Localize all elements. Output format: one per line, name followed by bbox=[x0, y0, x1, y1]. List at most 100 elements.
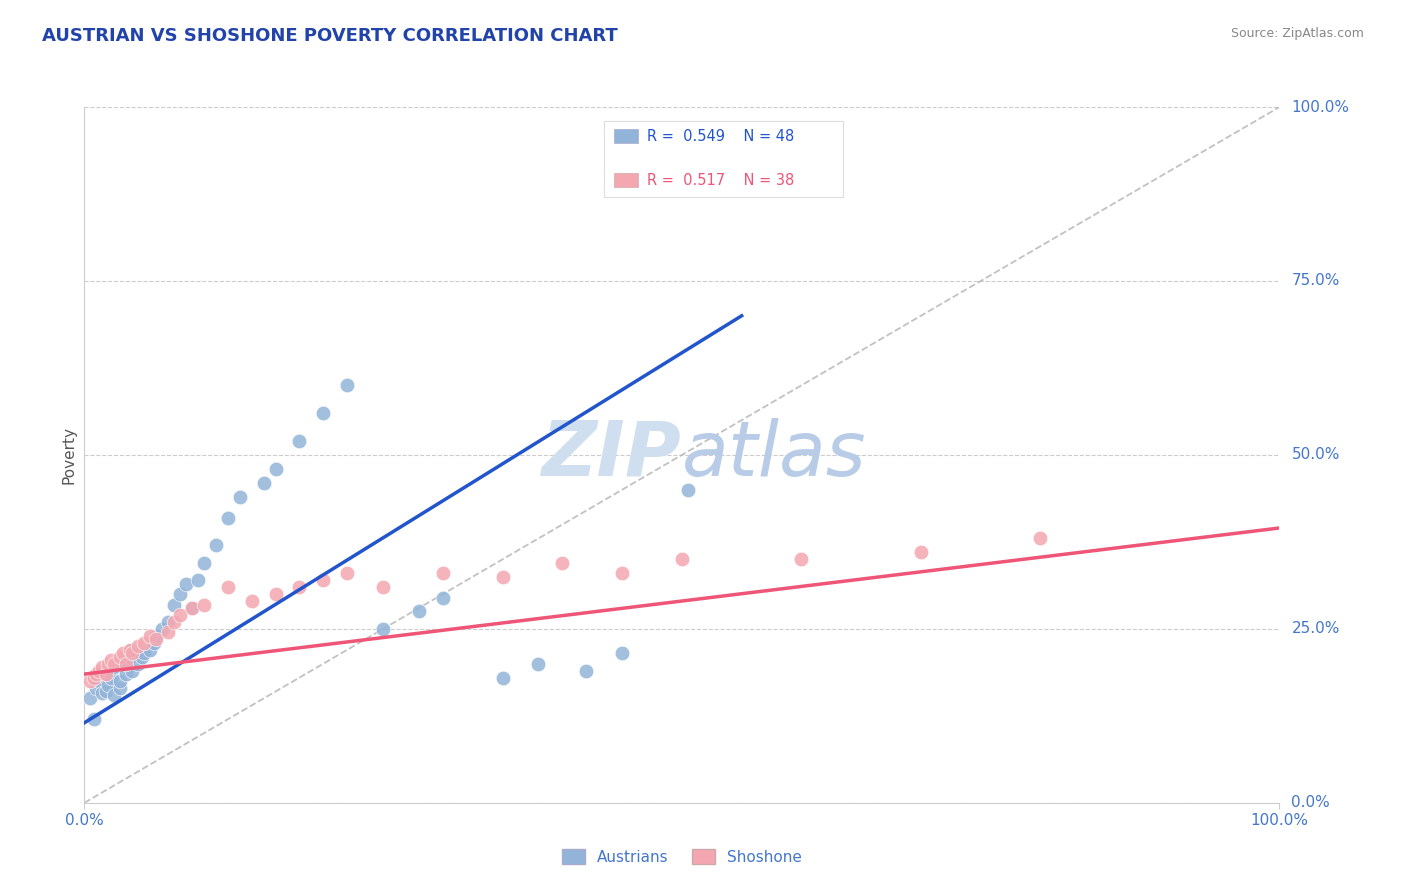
Point bbox=[97, 677, 120, 691]
Text: R =  0.549    N = 48: R = 0.549 N = 48 bbox=[647, 128, 794, 144]
FancyBboxPatch shape bbox=[614, 129, 638, 144]
Point bbox=[121, 646, 143, 660]
Point bbox=[676, 483, 699, 497]
Y-axis label: Poverty: Poverty bbox=[60, 425, 76, 484]
Point bbox=[174, 576, 197, 591]
Point bbox=[180, 601, 202, 615]
Point bbox=[103, 660, 125, 674]
Point bbox=[408, 605, 430, 619]
Point bbox=[790, 552, 813, 566]
Point bbox=[94, 684, 117, 698]
Point bbox=[264, 587, 287, 601]
Point bbox=[205, 538, 228, 552]
Point bbox=[145, 629, 167, 643]
Point bbox=[79, 674, 101, 689]
Point bbox=[187, 573, 209, 587]
Point bbox=[91, 686, 114, 700]
Point bbox=[103, 688, 125, 702]
Point bbox=[145, 632, 167, 647]
Point bbox=[336, 378, 359, 392]
Point bbox=[492, 671, 515, 685]
Point bbox=[118, 649, 141, 664]
Point bbox=[163, 615, 186, 629]
Text: R =  0.517    N = 38: R = 0.517 N = 38 bbox=[647, 172, 794, 187]
Point bbox=[551, 556, 574, 570]
Point bbox=[432, 566, 454, 581]
Text: Source: ZipAtlas.com: Source: ZipAtlas.com bbox=[1230, 27, 1364, 40]
Point bbox=[193, 556, 215, 570]
Point bbox=[115, 657, 138, 671]
Point bbox=[610, 566, 633, 581]
Text: AUSTRIAN VS SHOSHONE POVERTY CORRELATION CHART: AUSTRIAN VS SHOSHONE POVERTY CORRELATION… bbox=[42, 27, 617, 45]
Point bbox=[217, 510, 239, 524]
Point bbox=[94, 667, 117, 681]
Point bbox=[87, 674, 110, 689]
Point bbox=[432, 591, 454, 605]
Legend: Austrians, Shoshone: Austrians, Shoshone bbox=[562, 849, 801, 864]
Point bbox=[492, 570, 515, 584]
Point bbox=[180, 601, 202, 615]
Point bbox=[371, 580, 394, 594]
Text: 0.0%: 0.0% bbox=[1291, 796, 1330, 810]
Point bbox=[193, 598, 215, 612]
Point bbox=[100, 671, 122, 685]
Point bbox=[132, 646, 156, 660]
Point bbox=[695, 155, 717, 169]
Text: atlas: atlas bbox=[682, 418, 866, 491]
Point bbox=[110, 681, 132, 695]
Point bbox=[142, 636, 165, 650]
Point bbox=[111, 646, 134, 660]
Point bbox=[139, 642, 162, 657]
Point bbox=[115, 667, 138, 681]
Point bbox=[127, 639, 149, 653]
Point bbox=[84, 681, 107, 695]
Point bbox=[575, 664, 598, 678]
FancyBboxPatch shape bbox=[605, 121, 844, 197]
Point bbox=[121, 664, 143, 678]
Point bbox=[910, 545, 932, 559]
Point bbox=[610, 646, 633, 660]
Point bbox=[100, 653, 122, 667]
Point bbox=[87, 664, 110, 678]
Text: 50.0%: 50.0% bbox=[1291, 448, 1340, 462]
Point bbox=[157, 615, 180, 629]
Point bbox=[169, 587, 191, 601]
Point bbox=[110, 674, 132, 689]
Point bbox=[312, 406, 335, 420]
Point bbox=[217, 580, 239, 594]
Point bbox=[288, 580, 311, 594]
Point bbox=[371, 622, 394, 636]
Point bbox=[110, 649, 132, 664]
Point bbox=[83, 671, 105, 685]
Point bbox=[97, 657, 120, 671]
Point bbox=[150, 622, 173, 636]
Text: ZIP: ZIP bbox=[543, 418, 682, 491]
Point bbox=[84, 667, 107, 681]
Point bbox=[103, 657, 125, 671]
Point bbox=[118, 642, 141, 657]
Point bbox=[127, 657, 149, 671]
FancyBboxPatch shape bbox=[614, 173, 638, 187]
Point bbox=[312, 573, 335, 587]
Point bbox=[264, 462, 287, 476]
Text: 25.0%: 25.0% bbox=[1291, 622, 1340, 636]
Text: 100.0%: 100.0% bbox=[1291, 100, 1350, 114]
Point bbox=[131, 649, 153, 664]
Point bbox=[671, 552, 693, 566]
Point bbox=[79, 691, 101, 706]
Point bbox=[111, 657, 134, 671]
Point bbox=[288, 434, 311, 448]
Point bbox=[253, 475, 276, 490]
Point bbox=[169, 607, 191, 622]
Point bbox=[139, 629, 162, 643]
Point bbox=[157, 625, 180, 640]
Text: 75.0%: 75.0% bbox=[1291, 274, 1340, 288]
Point bbox=[91, 660, 114, 674]
Point bbox=[527, 657, 550, 671]
Point bbox=[121, 642, 143, 657]
Point bbox=[132, 636, 156, 650]
Point bbox=[336, 566, 359, 581]
Point bbox=[83, 712, 105, 726]
Point bbox=[163, 598, 186, 612]
Point bbox=[228, 490, 252, 504]
